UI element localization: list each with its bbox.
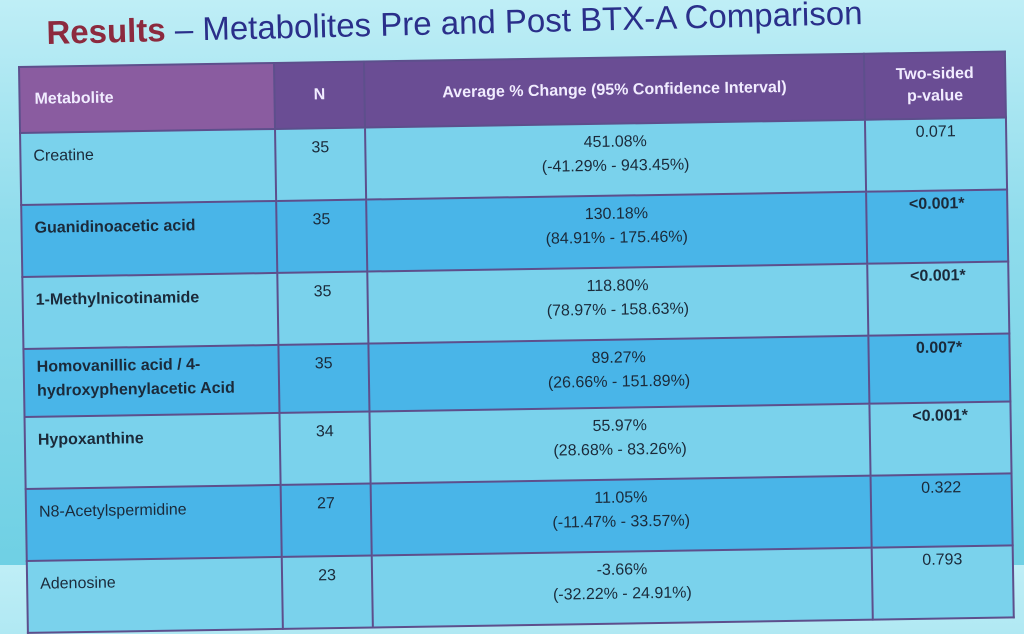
p-value: <0.001* <box>866 189 1009 264</box>
header-p-line1: Two-sided <box>895 64 974 84</box>
average-change: 89.27% (26.66% - 151.89%) <box>368 335 870 412</box>
p-value: 0.007* <box>868 333 1011 404</box>
header-n: N <box>273 61 366 129</box>
average-change: 130.18% (84.91% - 175.46%) <box>366 191 868 272</box>
title-results: Results <box>46 11 167 51</box>
average-change: 55.97% (28.68% - 83.26%) <box>369 403 871 484</box>
average-change: 118.80% (78.97% - 158.63%) <box>367 263 869 344</box>
p-value: <0.001* <box>867 261 1010 336</box>
p-value: 0.322 <box>870 473 1013 548</box>
results-table: Metabolite N Average % Change (95% Confi… <box>18 50 1015 633</box>
header-metabolite: Metabolite <box>19 62 276 133</box>
metabolite-name: 1-Methylnicotinamide <box>22 272 279 349</box>
metabolite-name: Guanidinoacetic acid <box>21 200 278 277</box>
sample-size: 27 <box>280 483 372 557</box>
p-value: 0.793 <box>871 545 1014 620</box>
header-average-change: Average % Change (95% Confidence Interva… <box>363 53 865 128</box>
header-p-line2: p-value <box>906 87 964 106</box>
metabolite-name-line2: hydroxyphenylacetic Acid <box>36 379 235 400</box>
sample-size: 35 <box>276 199 368 273</box>
header-p-value: Two-sided p-value <box>863 51 1006 120</box>
title-subtitle: – Metabolites Pre and Post BTX-A Compari… <box>165 0 863 49</box>
average-change: 451.08% (-41.29% - 943.45%) <box>365 119 867 200</box>
average-change: 11.05% (-11.47% - 33.57%) <box>370 475 872 556</box>
metabolite-name: Homovanillic acid / 4- hydroxyphenylaceti… <box>23 344 280 417</box>
average-change: -3.66% (-32.22% - 24.91%) <box>371 547 873 628</box>
slide-title: Results – Metabolites Pre and Post BTX-A… <box>46 0 863 52</box>
sample-size: 35 <box>278 343 370 413</box>
results-table-container: Metabolite N Average % Change (95% Confi… <box>18 50 1015 634</box>
sample-size: 35 <box>277 271 369 345</box>
p-value: <0.001* <box>869 401 1012 476</box>
sample-size: 35 <box>275 127 367 201</box>
metabolite-name: Creatine <box>20 128 277 205</box>
metabolite-name: N8-Acetylspermidine <box>25 484 282 561</box>
metabolite-name: Adenosine <box>26 556 283 633</box>
metabolite-name: Hypoxanthine <box>24 412 281 489</box>
table-row: Adenosine 23 -3.66% (-32.22% - 24.91%) 0.… <box>26 545 1014 633</box>
sample-size: 34 <box>279 411 371 485</box>
p-value: 0.071 <box>864 117 1008 192</box>
sample-size: 23 <box>281 555 373 629</box>
